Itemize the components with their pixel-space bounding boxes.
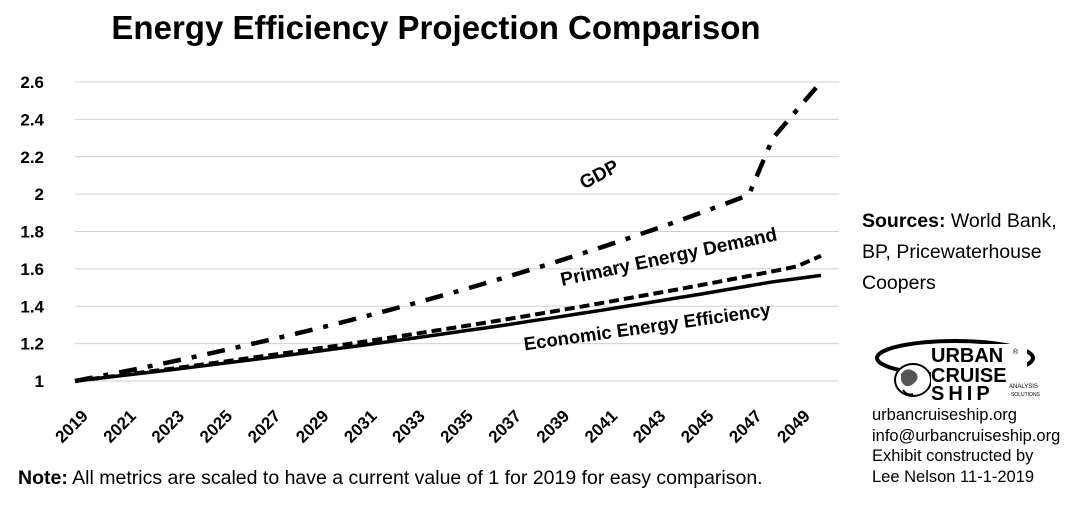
y-tick-label: 1: [35, 372, 44, 391]
series-labels: GDP Primary Energy Demand Economic Energy …: [522, 156, 779, 354]
x-tick-label: 2035: [437, 406, 477, 446]
note-text: All metrics are scaled to have a current…: [67, 467, 763, 489]
x-tick-label: 2019: [52, 406, 92, 446]
y-tick-label: 2.4: [20, 110, 44, 129]
y-tick-label: 1.8: [20, 223, 44, 242]
x-tick-label: 2025: [196, 406, 236, 446]
x-tick-label: 2037: [485, 406, 525, 446]
logo-line-3: SHIP: [931, 383, 994, 402]
footnote: Note: All metrics are scaled to have a c…: [18, 467, 763, 490]
series-line-gdp: [74, 80, 823, 384]
x-tick-label: 2021: [100, 406, 140, 446]
author-date-text: Lee Nelson 11-1-2019: [872, 467, 1035, 486]
x-tick-label: 2049: [774, 406, 814, 446]
note-label: Note:: [18, 467, 68, 489]
sources-text: Sources: World Bank, BP, Pricewaterhouse…: [862, 206, 1087, 299]
series-line-economic-energy-efficiency: [74, 273, 822, 383]
logo-line-1: URBAN: [931, 345, 1003, 367]
x-tick-label: 2031: [340, 406, 380, 446]
contact-block: urbancruiseship.org info@urbancruiseship…: [872, 405, 1060, 487]
website-text: urbancruiseship.org: [872, 406, 1017, 424]
series-label: Primary Energy Demand: [559, 224, 779, 290]
x-tick-label: 2041: [581, 406, 621, 446]
email-text: info@urbancruiseship.org: [872, 426, 1061, 445]
y-tick-label: 2.6: [20, 73, 44, 92]
logo-line-2: CRUISE: [931, 365, 1007, 387]
grid: [75, 81, 839, 382]
x-tick-label: 2027: [244, 406, 284, 446]
series-group: [74, 80, 823, 384]
logo-tag-2: SOLUTIONS: [1011, 392, 1041, 398]
x-tick-label: 2043: [629, 406, 669, 446]
series-label: GDP: [576, 156, 623, 194]
x-tick-label: 2045: [677, 406, 717, 446]
x-tick-label: 2033: [389, 406, 429, 446]
chart-title: Energy Efficiency Projection Comparison: [111, 9, 760, 46]
y-tick-label: 2: [35, 185, 44, 204]
y-tick-label: 1.2: [20, 335, 44, 354]
x-tick-label: 2039: [533, 406, 573, 446]
x-tick-label: 2047: [725, 406, 765, 446]
y-axis: 1 1.2 1.4 1.6 1.8 2 2.2 2.4 2.6: [20, 73, 44, 391]
urban-cruise-ship-logo: URBAN CRUISE SHIP ANALYSIS SOLUTIONS ®: [875, 339, 1041, 402]
logo-tag-1: ANALYSIS: [1009, 384, 1038, 390]
series-label: Economic Energy Efficiency: [522, 299, 772, 355]
x-tick-label: 2023: [148, 406, 188, 446]
x-axis: 2019 2021 2023 2025 2027 2029 2031 2033 2035 2037…: [52, 406, 814, 446]
y-tick-label: 2.2: [20, 148, 44, 167]
logo-registered: ®: [1013, 348, 1019, 356]
y-tick-label: 1.6: [20, 260, 44, 279]
y-tick-label: 1.4: [20, 297, 44, 316]
x-tick-label: 2029: [292, 406, 332, 446]
credit-text: Exhibit constructed by: [872, 447, 1034, 465]
sources-label: Sources:: [862, 210, 946, 232]
sources-list: World Bank, BP, Pricewaterhouse Coopers: [862, 210, 1057, 294]
